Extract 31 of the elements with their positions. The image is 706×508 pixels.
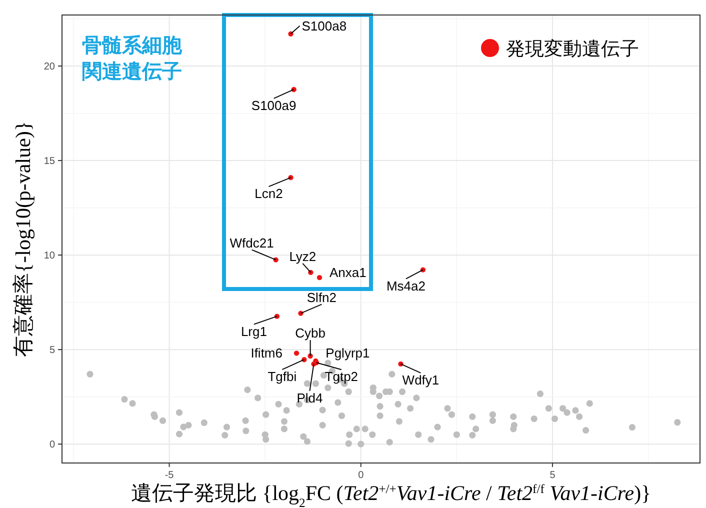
annotation: Tgfbi [268,369,297,384]
y-axis-title: 有意確率{-log10(p-value)} [11,121,35,357]
annotation: Pglyrp1 [326,345,370,360]
y-tick-label: 10 [44,250,56,262]
y-tick-label: 5 [49,345,56,356]
legend-item: 発現変動遺伝子 [481,38,639,60]
point [294,350,300,356]
annotation: Wfdc21 [230,235,274,250]
annotation: Anxa1 [330,265,366,280]
x-tick-label: -5 [164,470,174,481]
annotation: Lcn2 [254,186,283,202]
annotation: Wdfy1 [402,372,440,388]
y-tick-label: 15 [44,156,56,168]
y-tick-label: 20 [44,62,56,73]
annotation: 骨髄系細胞関連遺伝子 [82,33,183,83]
annotation: Pld4 [296,390,323,406]
annotation: S100a9 [251,98,296,113]
text: 遺伝子発現比 {log$_{2}$FC (Tet2$^{+/+}$Vav1-iCre / Tet2$^{f/f}$ Vav1-iCre)} [130,481,652,508]
legend-label: 発現変動遺伝子 [506,38,639,60]
annotation: Tgtp2 [324,369,358,384]
annotation: S100a8 [302,18,347,34]
annotation: Slfn2 [306,290,337,305]
annotation: Lyz2 [289,248,316,264]
x-tick-label: 0 [358,470,364,481]
x-tick-label: 5 [550,470,556,481]
annotation: Cybb [295,326,326,341]
point [316,274,322,280]
annotation: Lrg1 [240,324,267,339]
annotation: Ifitm6 [250,346,283,361]
annotation: Ms4a2 [386,278,426,294]
y-tick-label: 0 [49,440,56,451]
